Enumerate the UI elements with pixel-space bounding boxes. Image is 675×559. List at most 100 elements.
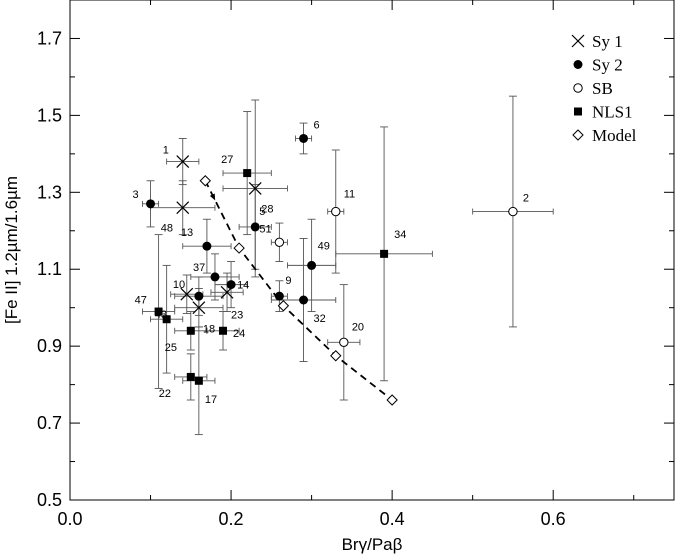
legend: Sy 1 Sy 2 SB NLS1 Model: [571, 32, 637, 145]
tick-labels: 0.0 0.2 0.4 0.6 0.5 0.7 0.9 1.1 1.3 1.5 1.7: [37, 28, 566, 529]
data-point: [202, 241, 212, 251]
data-point: [307, 260, 317, 270]
point-label: 11: [344, 189, 355, 201]
tick-marks: [69, 0, 674, 501]
cross-stroke: [571, 34, 585, 48]
point-label: 28: [261, 203, 273, 215]
circle-marker: [339, 337, 349, 348]
circle-marker: [508, 206, 518, 217]
point-label: 17: [205, 394, 217, 406]
circle-marker: [226, 280, 236, 290]
circle-marker: [573, 83, 583, 93]
model-arrowhead: [209, 193, 216, 201]
cross-stroke: [180, 287, 194, 301]
y-tick-label: 0.5: [37, 490, 62, 510]
y-axis-label: [Fe II] 1.2µm/1.6µm: [2, 176, 21, 324]
point-label: 5: [259, 206, 265, 218]
y-tick-label: 1.5: [37, 105, 62, 125]
square-marker: [186, 372, 195, 381]
circle-marker: [194, 291, 204, 301]
data-point: [194, 376, 203, 385]
circle-marker: [299, 295, 309, 305]
square-marker: [574, 107, 582, 116]
circle-marker: [146, 199, 156, 209]
legend-label: Sy 1: [592, 32, 623, 51]
legend-label: SB: [592, 79, 613, 98]
data-point: [154, 307, 163, 316]
cross-stroke: [192, 301, 206, 315]
point-label: 47: [135, 295, 147, 307]
legend-label: Model: [592, 126, 637, 145]
square-marker: [380, 249, 389, 258]
point-label: 37: [193, 262, 205, 274]
data-point: [274, 291, 284, 301]
point-label: 3: [133, 189, 139, 201]
data-markers: [146, 133, 518, 406]
data-point: [194, 291, 204, 301]
model-point: [233, 242, 245, 254]
cross-stroke: [176, 155, 190, 168]
circle-marker: [250, 222, 260, 232]
model-curve: [204, 180, 393, 401]
data-point: [248, 182, 262, 195]
circle-marker: [210, 272, 220, 282]
point-label: 51: [259, 223, 271, 235]
diamond-marker: [572, 129, 584, 141]
point-labels: 1 48 28 43 18 23 3 6 5 13 37 10 14 9 32 49 11 51 20 2 27 34 47…: [133, 119, 530, 405]
point-label: 32: [314, 313, 326, 325]
circle-marker: [299, 133, 309, 143]
y-tick-label: 1.1: [37, 259, 62, 279]
data-point: [299, 295, 309, 305]
legend-marker: [572, 129, 584, 141]
point-label: 34: [394, 229, 406, 241]
diamond-marker: [199, 175, 212, 187]
point-label: 2: [523, 193, 529, 205]
point-label: 43: [155, 309, 167, 321]
data-point: [250, 222, 260, 232]
circle-marker: [573, 60, 583, 69]
legend-marker: [574, 107, 582, 116]
square-marker: [162, 315, 171, 324]
circle-marker: [274, 237, 285, 248]
plot-frame: [69, 0, 675, 501]
square-marker: [154, 307, 163, 316]
point-label: 6: [314, 119, 320, 131]
point-label: 24: [233, 328, 245, 340]
data-point: [180, 287, 194, 301]
data-point: [210, 272, 220, 282]
point-label: 20: [352, 321, 364, 333]
circle-marker: [274, 291, 284, 301]
point-label: 23: [231, 309, 243, 321]
square-marker: [243, 169, 252, 178]
data-point: [339, 337, 349, 348]
data-point: [299, 133, 309, 143]
point-label: 13: [181, 227, 193, 239]
x-tick-label: 0.2: [219, 509, 244, 529]
legend-label: Sy 2: [592, 56, 623, 75]
data-point: [274, 237, 285, 248]
model-point: [199, 175, 212, 187]
data-point: [226, 280, 236, 290]
y-tick-label: 0.9: [37, 336, 62, 356]
data-point: [331, 206, 341, 217]
point-label: 10: [173, 279, 185, 291]
point-label: 14: [237, 280, 249, 292]
data-point: [146, 199, 156, 209]
y-tick-label: 1.3: [37, 182, 62, 202]
data-point: [508, 206, 518, 217]
circle-marker: [307, 260, 317, 270]
point-label: 9: [285, 275, 291, 287]
circle-marker: [202, 241, 212, 251]
point-label: 49: [318, 240, 330, 252]
point-label: 25: [165, 342, 177, 354]
point-label: 27: [221, 154, 233, 166]
diamond-marker: [330, 350, 342, 362]
model-dashed-line: [204, 180, 393, 401]
point-label: 18: [203, 324, 215, 336]
square-marker: [186, 326, 195, 335]
data-point: [186, 372, 195, 381]
data-point: [186, 326, 195, 335]
diamond-marker: [386, 394, 398, 406]
square-marker: [194, 376, 203, 385]
